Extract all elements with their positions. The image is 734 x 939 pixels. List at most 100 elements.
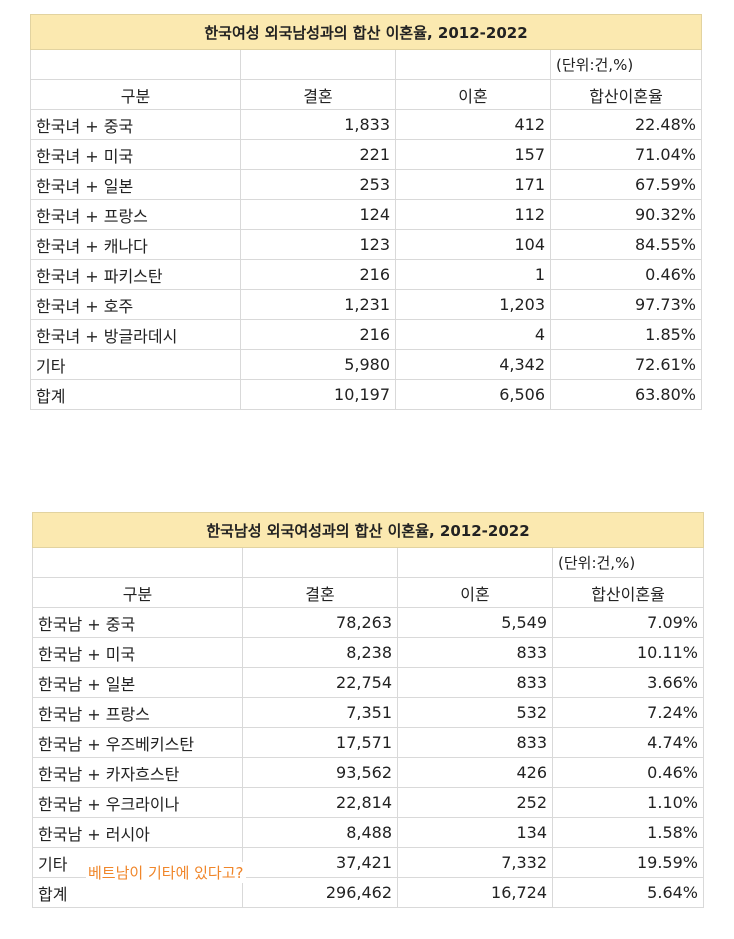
row-divorce-rate: 1.58% (552, 817, 704, 848)
row-divorce-count: 833 (397, 667, 553, 698)
table-row: 한국남 + 미국 8,238 833 10.11% (32, 637, 704, 668)
row-divorce-rate: 0.46% (552, 757, 704, 788)
table-row: 한국녀 + 호주 1,231 1,203 97.73% (30, 289, 702, 320)
row-divorce-count: 134 (397, 817, 553, 848)
row-category: 한국녀 + 프랑스 (30, 199, 241, 230)
row-divorce-count: 1,203 (395, 289, 551, 320)
unit-label: (단위:건,%) (550, 49, 702, 80)
row-category: 한국남 + 카자흐스탄 (32, 757, 243, 788)
header-marriage: 결혼 (242, 577, 398, 608)
row-marriage-count: 216 (240, 259, 396, 290)
row-divorce-count: 7,332 (397, 847, 553, 878)
row-divorce-rate: 4.74% (552, 727, 704, 758)
row-category: 합계 (30, 379, 241, 410)
row-divorce-count: 4,342 (395, 349, 551, 380)
handwritten-annotation: 베트남이 기타에 있다고? (86, 862, 246, 883)
row-divorce-count: 1 (395, 259, 551, 290)
row-marriage-count: 78,263 (242, 607, 398, 638)
row-divorce-rate: 63.80% (550, 379, 702, 410)
row-category: 한국녀 + 호주 (30, 289, 241, 320)
table-row: 한국남 + 러시아 8,488 134 1.58% (32, 817, 704, 848)
row-divorce-count: 16,724 (397, 877, 553, 908)
row-marriage-count: 22,754 (242, 667, 398, 698)
women-divorce-table: 한국여성 외국남성과의 합산 이혼율, 2012-2022 (단위:건,%) 구… (30, 14, 702, 410)
row-marriage-count: 17,571 (242, 727, 398, 758)
row-category: 한국남 + 러시아 (32, 817, 243, 848)
row-category: 한국남 + 프랑스 (32, 697, 243, 728)
table-row: 한국녀 + 중국 1,833 412 22.48% (30, 109, 702, 140)
row-divorce-count: 833 (397, 727, 553, 758)
row-divorce-count: 252 (397, 787, 553, 818)
row-divorce-rate: 7.24% (552, 697, 704, 728)
row-category: 한국녀 + 중국 (30, 109, 241, 140)
row-divorce-rate: 1.10% (552, 787, 704, 818)
row-divorce-count: 5,549 (397, 607, 553, 638)
header-category: 구분 (32, 577, 243, 608)
table-row: 한국녀 + 캐나다 123 104 84.55% (30, 229, 702, 260)
header-divorce-rate: 합산이혼율 (552, 577, 704, 608)
row-divorce-rate: 90.32% (550, 199, 702, 230)
row-divorce-rate: 84.55% (550, 229, 702, 260)
header-marriage: 결혼 (240, 79, 396, 110)
row-marriage-count: 253 (240, 169, 396, 200)
row-marriage-count: 216 (240, 319, 396, 350)
row-divorce-count: 833 (397, 637, 553, 668)
table-row: 한국녀 + 파키스탄 216 1 0.46% (30, 259, 702, 290)
men-divorce-table: 한국남성 외국여성과의 합산 이혼율, 2012-2022 (단위:건,%) 구… (32, 512, 704, 908)
row-marriage-count: 93,562 (242, 757, 398, 788)
table-row: 한국남 + 우즈베키스탄 17,571 833 4.74% (32, 727, 704, 758)
row-marriage-count: 124 (240, 199, 396, 230)
row-category: 한국녀 + 방글라데시 (30, 319, 241, 350)
row-marriage-count: 10,197 (240, 379, 396, 410)
table-row: 한국녀 + 일본 253 171 67.59% (30, 169, 702, 200)
row-category: 한국남 + 우즈베키스탄 (32, 727, 243, 758)
row-divorce-count: 412 (395, 109, 551, 140)
row-divorce-rate: 72.61% (550, 349, 702, 380)
row-category: 한국남 + 일본 (32, 667, 243, 698)
row-marriage-count: 37,421 (242, 847, 398, 878)
row-divorce-count: 4 (395, 319, 551, 350)
row-category: 한국남 + 우크라이나 (32, 787, 243, 818)
table-row: 한국녀 + 방글라데시 216 4 1.85% (30, 319, 702, 350)
row-divorce-count: 171 (395, 169, 551, 200)
header-category: 구분 (30, 79, 241, 110)
row-marriage-count: 1,833 (240, 109, 396, 140)
row-divorce-count: 426 (397, 757, 553, 788)
row-category: 한국남 + 중국 (32, 607, 243, 638)
row-marriage-count: 123 (240, 229, 396, 260)
table-row: 한국남 + 일본 22,754 833 3.66% (32, 667, 704, 698)
table-title: 한국여성 외국남성과의 합산 이혼율, 2012-2022 (30, 14, 702, 50)
table-row: 한국남 + 우크라이나 22,814 252 1.10% (32, 787, 704, 818)
row-divorce-rate: 22.48% (550, 109, 702, 140)
table-row: 한국남 + 중국 78,263 5,549 7.09% (32, 607, 704, 638)
row-marriage-count: 7,351 (242, 697, 398, 728)
row-divorce-rate: 7.09% (552, 607, 704, 638)
row-divorce-rate: 0.46% (550, 259, 702, 290)
table-row: 기타 5,980 4,342 72.61% (30, 349, 702, 380)
row-marriage-count: 221 (240, 139, 396, 170)
row-divorce-rate: 10.11% (552, 637, 704, 668)
row-divorce-count: 112 (395, 199, 551, 230)
table-row: 한국남 + 프랑스 7,351 532 7.24% (32, 697, 704, 728)
row-divorce-rate: 71.04% (550, 139, 702, 170)
table-row: 한국녀 + 프랑스 124 112 90.32% (30, 199, 702, 230)
row-marriage-count: 22,814 (242, 787, 398, 818)
table-row: 한국남 + 카자흐스탄 93,562 426 0.46% (32, 757, 704, 788)
row-divorce-count: 157 (395, 139, 551, 170)
row-category: 한국남 + 미국 (32, 637, 243, 668)
header-divorce: 이혼 (395, 79, 551, 110)
row-marriage-count: 8,238 (242, 637, 398, 668)
table-row: 합계 10,197 6,506 63.80% (30, 379, 702, 410)
unit-label: (단위:건,%) (552, 547, 704, 578)
row-marriage-count: 1,231 (240, 289, 396, 320)
row-divorce-rate: 19.59% (552, 847, 704, 878)
header-divorce-rate: 합산이혼율 (550, 79, 702, 110)
table-row: 기타 37,421 7,332 19.59% (32, 847, 704, 878)
table-row: 한국녀 + 미국 221 157 71.04% (30, 139, 702, 170)
row-divorce-rate: 1.85% (550, 319, 702, 350)
row-divorce-rate: 67.59% (550, 169, 702, 200)
row-marriage-count: 296,462 (242, 877, 398, 908)
row-marriage-count: 8,488 (242, 817, 398, 848)
row-category: 기타 (30, 349, 241, 380)
table-title: 한국남성 외국여성과의 합산 이혼율, 2012-2022 (32, 512, 704, 548)
